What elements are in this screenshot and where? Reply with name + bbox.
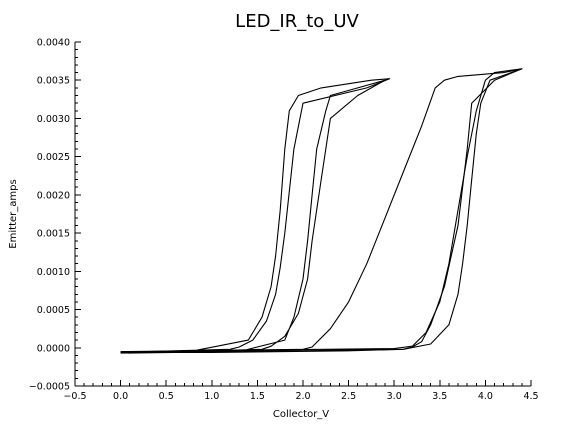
x-axis-label: Collector_V xyxy=(273,409,329,420)
y-tick-label: 0.0005 xyxy=(37,305,70,316)
y-tick-label: 0.0015 xyxy=(37,229,70,240)
x-tick-label: 4.0 xyxy=(478,391,493,402)
x-tick-label: 3.5 xyxy=(432,391,447,402)
plot-area: −0.5 0.0 0.5 1.0 1.5 2.0 2.5 3.0 3.5 4.0 4.5 −0.00… xyxy=(29,38,539,403)
y-ticks: −0.0005 0.0000 0.0005 0.0010 0.0015 0.0020 0.0… xyxy=(29,38,81,393)
y-tick-label: 0.0010 xyxy=(37,267,70,278)
x-tick-label: 1.0 xyxy=(204,391,219,402)
y-tick-label: 0.0025 xyxy=(37,152,70,163)
series-line-3 xyxy=(120,68,523,353)
series-line-4 xyxy=(120,68,523,353)
x-ticks: −0.5 0.0 0.5 1.0 1.5 2.0 2.5 3.0 3.5 4.0 4.5 xyxy=(63,380,539,402)
x-tick-label: 4.5 xyxy=(523,391,538,402)
y-tick-label: 0.0000 xyxy=(37,343,70,354)
chart-title: LED_IR_to_UV xyxy=(235,11,359,32)
y-tick-label: 0.0040 xyxy=(37,38,70,49)
x-tick-label: 0.5 xyxy=(159,391,174,402)
traces xyxy=(120,68,523,354)
x-tick-label: 2.5 xyxy=(341,391,356,402)
y-tick-label: 0.0020 xyxy=(37,190,70,201)
x-tick-label: 1.5 xyxy=(250,391,265,402)
x-tick-label: 3.0 xyxy=(387,391,402,402)
y-tick-label: 0.0035 xyxy=(37,76,70,87)
y-tick-label: 0.0030 xyxy=(37,114,70,125)
x-tick-label: 0.0 xyxy=(113,391,128,402)
series-line-1 xyxy=(120,78,391,353)
y-axis-label: Emitter_amps xyxy=(8,179,19,248)
series-line-2 xyxy=(120,79,386,354)
x-tick-label: 2.0 xyxy=(295,391,310,402)
x-tick-label: −0.5 xyxy=(63,391,86,402)
y-tick-label: −0.0005 xyxy=(29,382,70,393)
